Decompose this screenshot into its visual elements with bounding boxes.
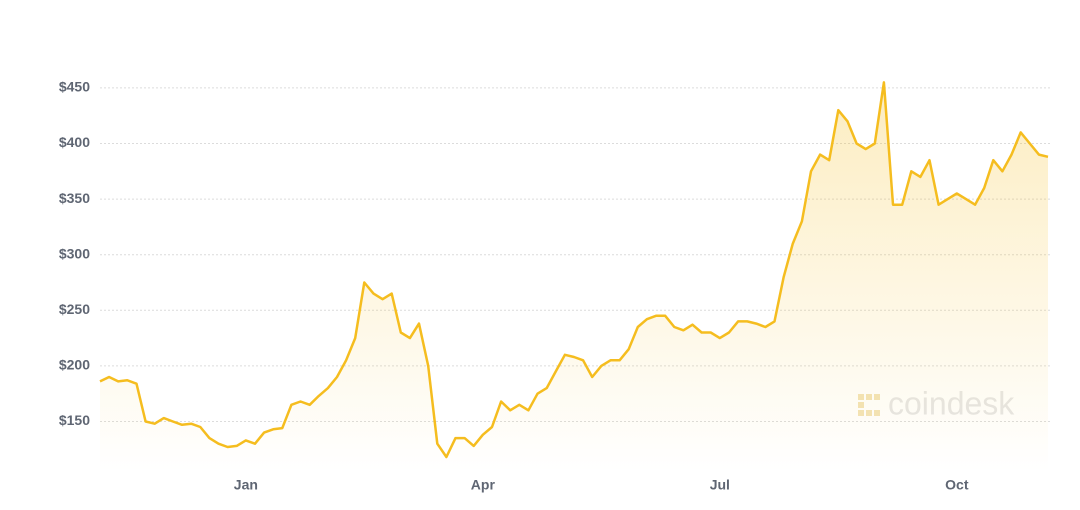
area: [100, 82, 1048, 472]
y-tick-label: $200: [59, 357, 90, 373]
y-tick-label: $150: [59, 412, 90, 428]
x-tick-label: Jan: [234, 477, 258, 493]
x-tick-label: Oct: [945, 477, 969, 493]
x-tick-label: Jul: [710, 477, 730, 493]
y-tick-label: $300: [59, 245, 90, 261]
price-line: [99, 81, 1049, 459]
x-tick-label: Apr: [471, 477, 496, 493]
y-tick-label: $350: [59, 190, 90, 206]
y-tick-label: $400: [59, 134, 90, 150]
y-tick-label: $250: [59, 301, 90, 317]
y-tick-label: $450: [59, 79, 90, 95]
